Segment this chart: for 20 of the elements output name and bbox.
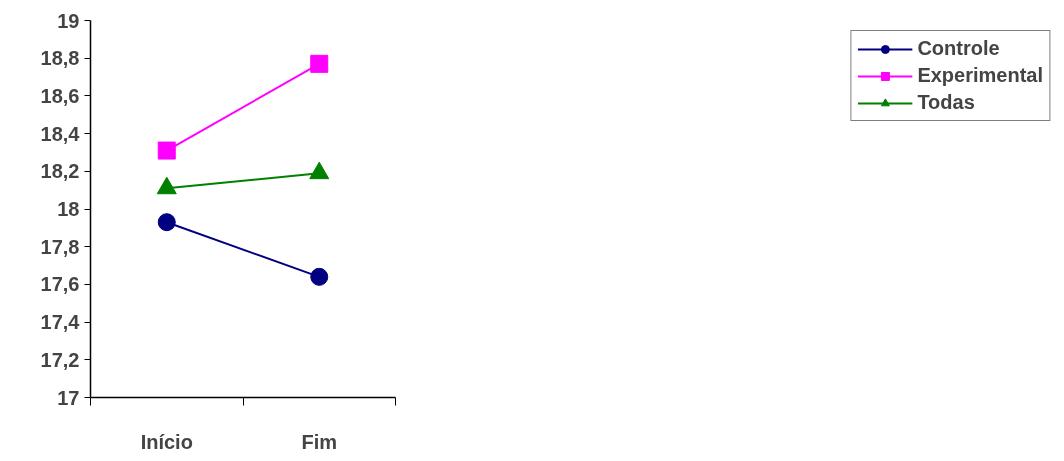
y-tick-label: 17,8 — [40, 235, 80, 258]
y-tick-label: 18,2 — [40, 160, 80, 183]
y-tick-label: 19 — [57, 9, 80, 32]
legend-label: Controle — [917, 37, 1000, 60]
point — [310, 267, 329, 286]
x-tick-label: Início — [140, 430, 193, 453]
y-tick-label: 18,8 — [40, 47, 80, 70]
x-tick-label: Fim — [301, 430, 338, 453]
y-tick-label: 18 — [57, 198, 80, 220]
point — [157, 141, 176, 160]
point — [157, 213, 176, 232]
y-tick-label: 17,6 — [40, 273, 80, 296]
y-tick-label: 18,6 — [40, 84, 80, 107]
legend-label: Todas — [917, 91, 975, 114]
y-tick-label: 17 — [57, 386, 80, 409]
legend-label: Experimental — [917, 64, 1043, 87]
y-tick-label: 17,2 — [40, 348, 80, 371]
y-tick-label: 18,4 — [40, 122, 81, 145]
y-tick-label: 17,4 — [40, 311, 81, 334]
point — [310, 54, 329, 73]
